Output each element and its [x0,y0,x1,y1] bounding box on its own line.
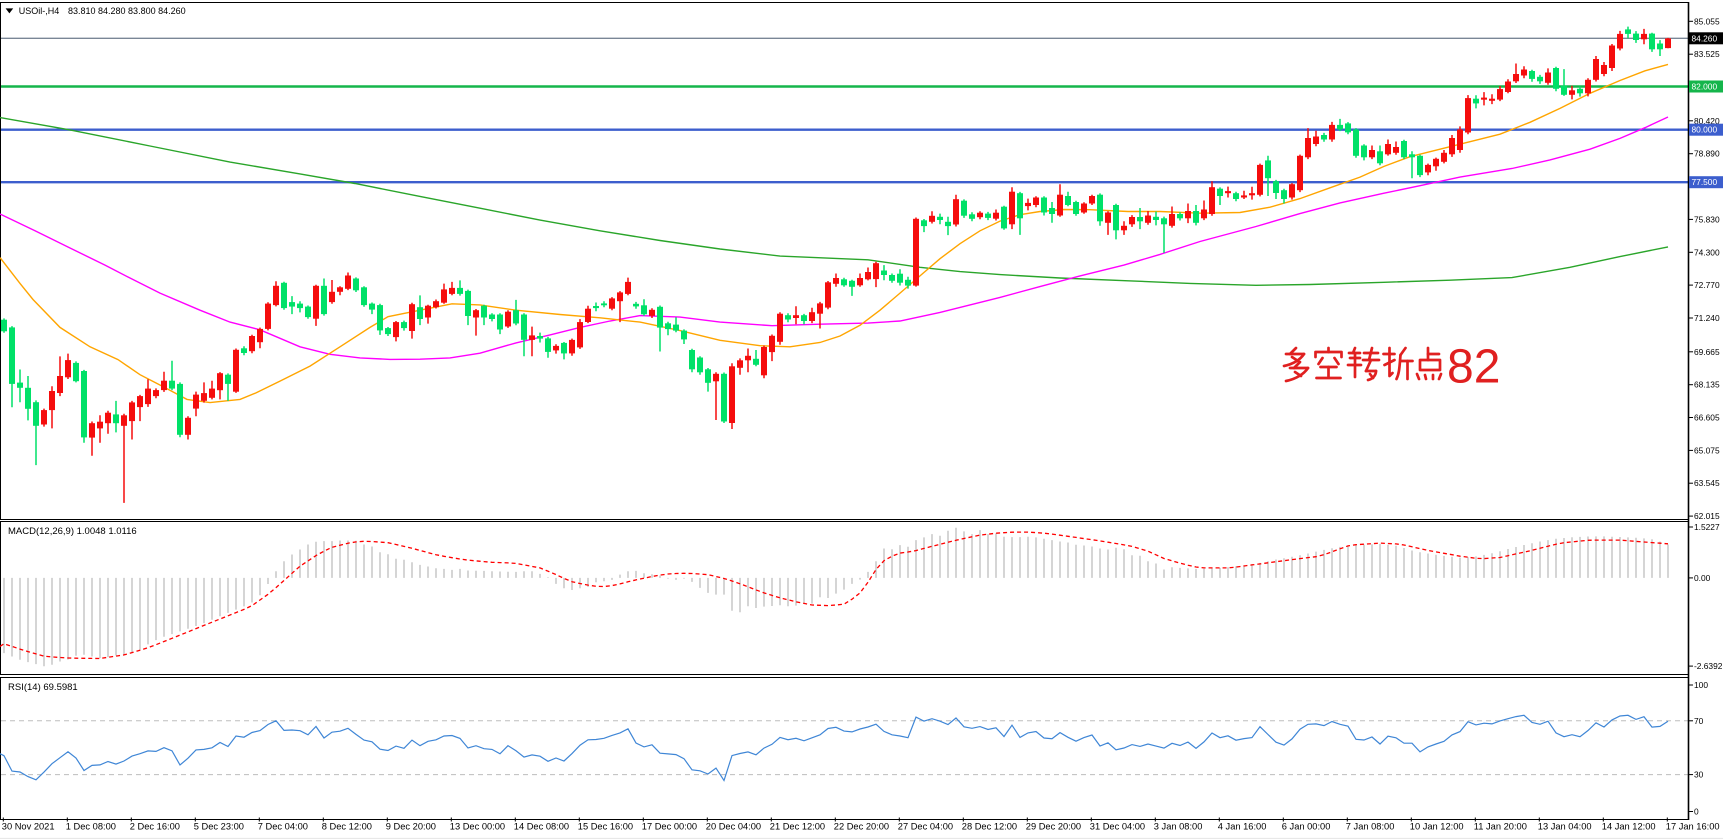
svg-text:15 Dec 16:00: 15 Dec 16:00 [578,821,633,831]
svg-text:85.055: 85.055 [1694,16,1720,26]
svg-text:82: 82 [1447,341,1500,394]
svg-text:13 Dec 00:00: 13 Dec 00:00 [450,821,505,831]
svg-text:1 Dec 08:00: 1 Dec 08:00 [66,821,116,831]
svg-text:10 Jan 12:00: 10 Jan 12:00 [1410,821,1464,831]
svg-text:63.545: 63.545 [1694,478,1720,488]
svg-text:83.525: 83.525 [1694,49,1720,59]
svg-text:65.075: 65.075 [1694,445,1720,455]
svg-text:4 Jan 16:00: 4 Jan 16:00 [1218,821,1267,831]
svg-text:MACD(12,26,9) 1.0048 1.0116: MACD(12,26,9) 1.0048 1.0116 [8,526,137,537]
svg-text:27 Dec 04:00: 27 Dec 04:00 [898,821,953,831]
svg-text:17 Dec 00:00: 17 Dec 00:00 [642,821,697,831]
svg-text:9 Dec 20:00: 9 Dec 20:00 [386,821,436,831]
svg-text:74.300: 74.300 [1694,247,1720,257]
svg-text:1.5227: 1.5227 [1694,522,1720,532]
svg-text:6 Jan 00:00: 6 Jan 00:00 [1282,821,1331,831]
svg-text:83.810 84.280 83.800 84.260: 83.810 84.280 83.800 84.260 [68,6,186,16]
svg-text:0.00: 0.00 [1694,573,1711,583]
svg-text:78.890: 78.890 [1694,149,1720,159]
svg-text:7 Jan 08:00: 7 Jan 08:00 [1346,821,1395,831]
svg-text:14 Jan 12:00: 14 Jan 12:00 [1602,821,1656,831]
svg-text:22 Dec 20:00: 22 Dec 20:00 [834,821,889,831]
svg-text:66.605: 66.605 [1694,413,1720,423]
svg-text:72.770: 72.770 [1694,280,1720,290]
svg-text:13 Jan 04:00: 13 Jan 04:00 [1538,821,1592,831]
svg-text:5 Dec 23:00: 5 Dec 23:00 [194,821,244,831]
svg-text:28 Dec 12:00: 28 Dec 12:00 [962,821,1017,831]
svg-text:80.420: 80.420 [1694,116,1720,126]
svg-text:14 Dec 08:00: 14 Dec 08:00 [514,821,569,831]
svg-text:100: 100 [1694,680,1708,690]
svg-text:-2.6392: -2.6392 [1694,661,1723,671]
svg-text:USOil-,H4: USOil-,H4 [19,6,60,16]
svg-text:71.240: 71.240 [1694,313,1720,323]
svg-text:2 Dec 16:00: 2 Dec 16:00 [130,821,180,831]
svg-text:62.015: 62.015 [1694,511,1720,521]
svg-text:11 Jan 20:00: 11 Jan 20:00 [1474,821,1527,831]
svg-text:21 Dec 12:00: 21 Dec 12:00 [770,821,825,831]
svg-text:0: 0 [1694,807,1699,817]
svg-text:17 Jan 16:00: 17 Jan 16:00 [1666,821,1720,831]
svg-text:31 Dec 04:00: 31 Dec 04:00 [1090,821,1145,831]
svg-text:75.830: 75.830 [1694,214,1720,224]
svg-text:70: 70 [1694,716,1704,726]
svg-text:20 Dec 04:00: 20 Dec 04:00 [706,821,761,831]
svg-text:8 Dec 12:00: 8 Dec 12:00 [322,821,372,831]
svg-text:30: 30 [1694,770,1704,780]
svg-text:84.260: 84.260 [1692,33,1718,43]
svg-text:29 Dec 20:00: 29 Dec 20:00 [1026,821,1081,831]
svg-text:77.500: 77.500 [1692,177,1718,187]
svg-text:69.665: 69.665 [1694,347,1720,357]
svg-text:RSI(14) 69.5981: RSI(14) 69.5981 [8,682,78,693]
svg-text:68.135: 68.135 [1694,380,1720,390]
svg-text:7 Dec 04:00: 7 Dec 04:00 [258,821,308,831]
svg-text:30 Nov 2021: 30 Nov 2021 [2,821,55,831]
svg-text:80.000: 80.000 [1692,125,1718,135]
svg-text:3 Jan 08:00: 3 Jan 08:00 [1154,821,1203,831]
svg-text:82.000: 82.000 [1692,82,1718,92]
